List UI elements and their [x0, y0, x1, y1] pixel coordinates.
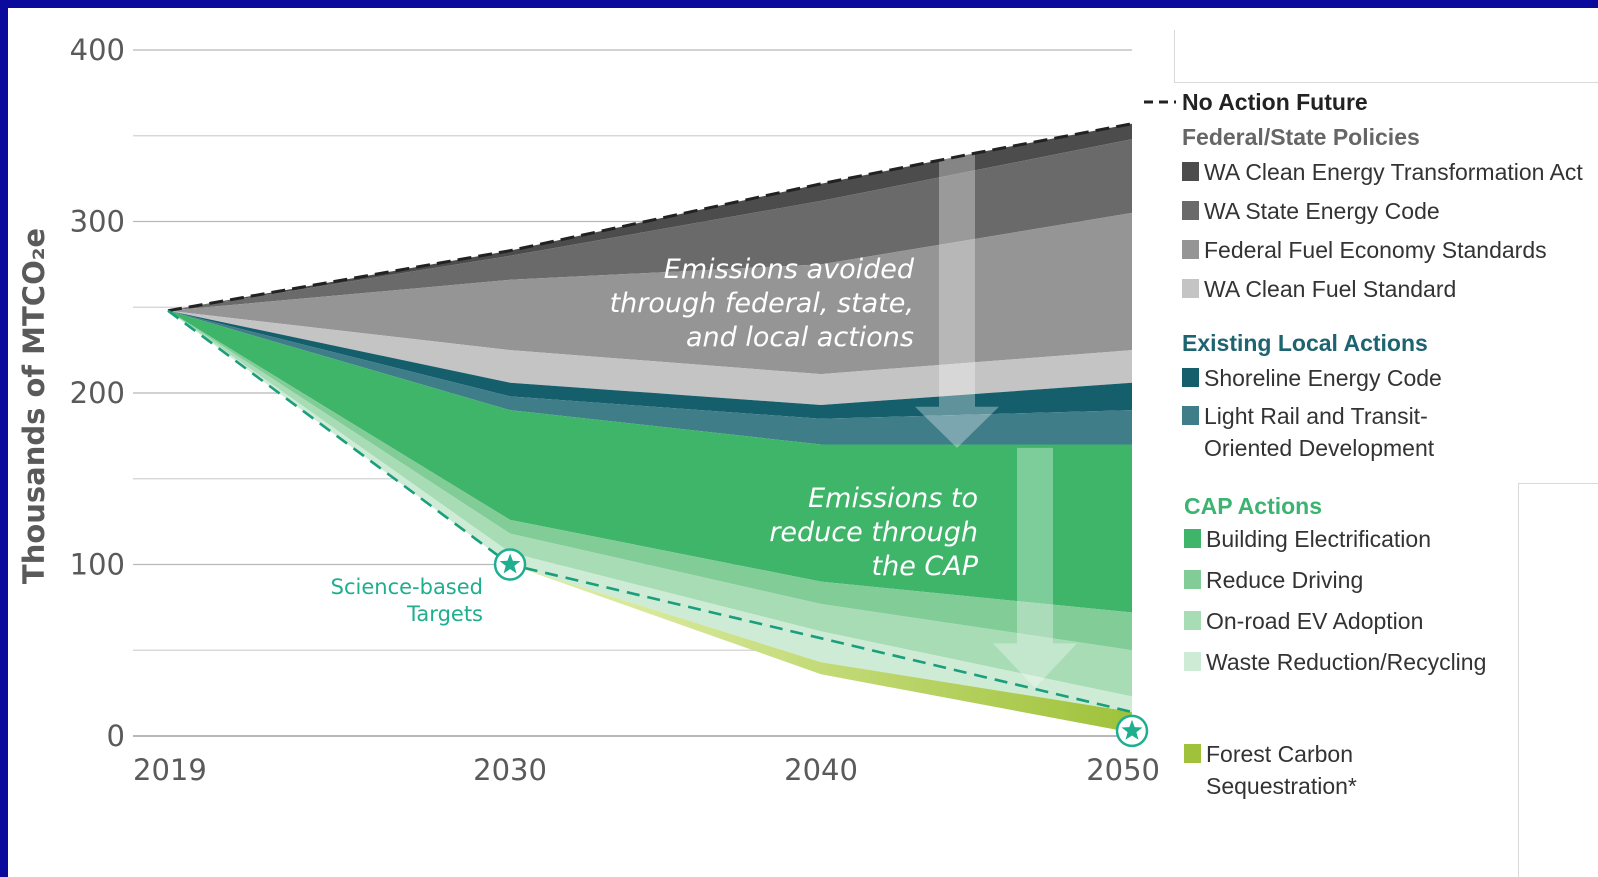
legend-item-label: Federal Fuel Economy Standards [1204, 237, 1547, 263]
legend-item-label: WA Clean Energy Transformation Act [1204, 159, 1583, 185]
annotation-avoided: and local actions [686, 322, 914, 353]
top-panel-border [1174, 30, 1598, 83]
legend-item-label: On-road EV Adoption [1206, 608, 1423, 634]
band-state-energy-code [168, 139, 1132, 311]
stacked-areas [168, 123, 1132, 733]
legend-item-label: WA State Energy Code [1204, 198, 1440, 224]
band-building-electrification [168, 310, 1132, 613]
legend-swatch [1182, 279, 1199, 298]
reference-lines [167, 122, 1149, 748]
legend-swatch [1182, 201, 1199, 220]
y-tick-label: 300 [70, 205, 125, 239]
annotation-reduce: Emissions to [808, 483, 978, 514]
annotation-avoided: Emissions avoided [664, 254, 915, 285]
star-icon [1121, 719, 1143, 740]
y-tick-label: 400 [70, 33, 125, 67]
legend: No Action Future Federal/State Policies WA… [1144, 89, 1583, 799]
legend-group-heading: CAP Actions [1184, 493, 1322, 519]
legend-swatch [1182, 162, 1199, 181]
band-reduce-driving [168, 310, 1132, 651]
arrow-avoided [915, 152, 999, 448]
legend-item-label: Building Electrification [1206, 526, 1431, 552]
legend-item-label: Oriented Development [1204, 435, 1435, 461]
annotation-reduce: reduce through [769, 517, 978, 548]
star-icon [499, 553, 521, 574]
legend-swatch [1182, 368, 1199, 387]
annotation-science-targets: Targets [406, 602, 483, 626]
y-tick-label: 0 [107, 719, 125, 753]
x-tick-label: 2050 [1086, 753, 1160, 787]
legend-item-label: Reduce Driving [1206, 567, 1363, 593]
legend-item-label: Sequestration* [1206, 773, 1357, 799]
legend-swatch [1184, 570, 1201, 589]
chart-frame: 0 100 200 300 400 2019 2030 2040 2050 Thousands … [8, 8, 1598, 877]
legend-swatch [1184, 611, 1201, 630]
band-clean-fuel-standard [168, 310, 1132, 406]
legend-swatch [1184, 652, 1201, 671]
legend-group-heading: Federal/State Policies [1182, 124, 1420, 150]
annotation-reduce: the CAP [872, 551, 979, 582]
side-panel-border [1518, 483, 1598, 877]
no-action-future-line [167, 122, 1133, 313]
annotation-science-targets: Science-based [331, 575, 483, 599]
annotation-avoided: through federal, state, [610, 288, 914, 319]
legend-item-label: Shoreline Energy Code [1204, 365, 1442, 391]
band-fuel-economy [168, 212, 1132, 375]
x-tick-label: 2040 [784, 753, 858, 787]
x-tick-label: 2030 [473, 753, 547, 787]
band-shoreline-energy-code [168, 310, 1132, 419]
axis-ticks: 0 100 200 300 400 2019 2030 2040 2050 [70, 33, 1160, 787]
y-axis-label: Thousands of MTCO₂e [17, 228, 51, 584]
legend-swatch [1182, 406, 1199, 425]
legend-item-label: Light Rail and Transit- [1204, 403, 1428, 429]
legend-swatch [1184, 529, 1201, 548]
arrow-reduce [993, 447, 1077, 688]
band-ev-adoption [168, 310, 1132, 697]
legend-no-action: No Action Future [1182, 89, 1368, 115]
flow-arrows [915, 152, 1077, 688]
x-tick-label: 2019 [133, 753, 207, 787]
y-tick-label: 200 [70, 376, 125, 410]
legend-swatch [1184, 744, 1201, 763]
legend-item-label: WA Clean Fuel Standard [1204, 276, 1456, 302]
legend-swatch [1182, 240, 1199, 259]
y-tick-label: 100 [70, 548, 125, 582]
band-light-rail [168, 310, 1132, 445]
legend-item-label: Forest Carbon [1206, 741, 1353, 767]
legend-item-label: Waste Reduction/Recycling [1206, 649, 1486, 675]
emissions-chart: 0 100 200 300 400 2019 2030 2040 2050 Thousands … [17, 33, 1583, 799]
legend-group-heading: Existing Local Actions [1182, 330, 1428, 356]
